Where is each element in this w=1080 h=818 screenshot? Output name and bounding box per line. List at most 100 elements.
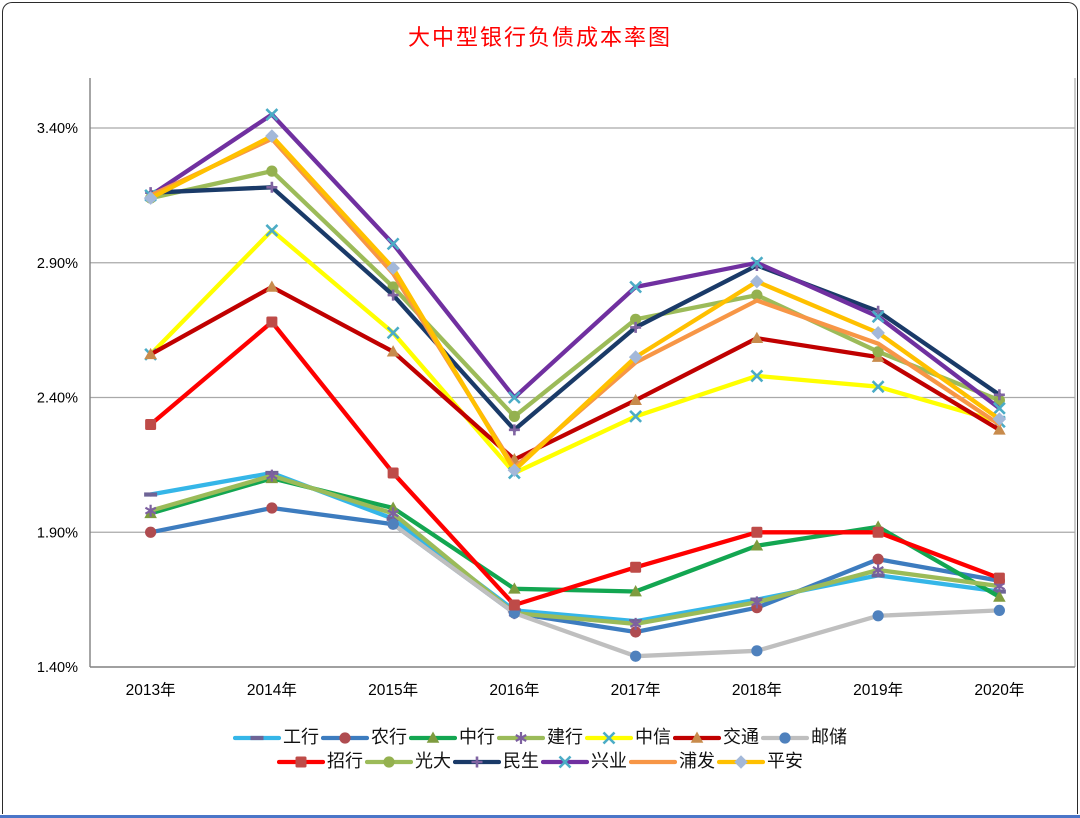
marker-asterisk: [515, 732, 527, 744]
x-tick-label: 2016年: [489, 681, 539, 699]
marker-diamond: [992, 412, 1007, 426]
legend-item-6: 邮储: [761, 728, 847, 748]
bottom-divider-line: [0, 815, 1080, 818]
x-tick-label: 2013年: [126, 681, 176, 699]
legend-swatch: [585, 731, 633, 745]
x-tick-label: 2014年: [247, 681, 297, 699]
marker-triangle: [993, 590, 1006, 602]
marker-triangle: [690, 731, 704, 743]
series-11: [148, 136, 1002, 470]
marker-square: [295, 756, 307, 768]
series-6: [387, 518, 1005, 662]
marker-circle: [630, 626, 642, 638]
legend-item-5: 交通: [673, 728, 759, 748]
marker-square: [145, 418, 157, 430]
series-line: [148, 136, 1002, 470]
marker-diamond: [871, 326, 885, 340]
marker-square: [630, 561, 642, 573]
series-line: [148, 473, 1002, 627]
legend-label: 浦发: [679, 751, 715, 772]
series-line: [148, 319, 1002, 608]
marker-x: [602, 731, 616, 745]
marker-circle: [872, 610, 884, 622]
marker-circle: [508, 410, 520, 422]
marker-x: [386, 237, 400, 251]
marker-x: [629, 409, 643, 423]
legend-swatch: [673, 731, 721, 743]
marker-diamond: [143, 191, 158, 205]
legend-item-3: 建行: [497, 728, 583, 748]
legend-label: 工行: [283, 727, 319, 748]
marker-diamond: [734, 755, 748, 769]
marker-circle: [779, 732, 791, 744]
x-tick-label: 2018年: [732, 681, 782, 699]
y-tick-label: 2.90%: [37, 256, 78, 272]
marker-x: [558, 755, 572, 769]
marker-x: [871, 380, 885, 394]
x-tick-label: 2015年: [368, 681, 418, 699]
legend-item-8: 光大: [365, 752, 451, 772]
marker-diamond: [628, 350, 643, 364]
series-line: [148, 228, 1002, 476]
legend-row-2: 招行 光大 民生 兴业 浦发 平安: [276, 752, 804, 772]
legend-label: 兴业: [591, 751, 627, 772]
series-line: [148, 168, 1002, 419]
marker-square: [751, 526, 763, 538]
marker-triangle: [750, 539, 764, 551]
marker-triangle: [144, 347, 157, 360]
marker-circle: [145, 526, 157, 538]
marker-x: [386, 326, 400, 340]
marker-x: [507, 391, 521, 404]
legend-label: 交通: [723, 727, 759, 748]
series-line: [148, 133, 1002, 473]
series-line: [148, 284, 1002, 462]
series-line: [390, 522, 1002, 659]
marker-asterisk: [751, 596, 763, 609]
chart-title: 大中型银行负债成本率图: [407, 26, 672, 51]
marker-diamond: [750, 274, 764, 289]
marker-triangle: [386, 501, 400, 513]
marker-diamond: [386, 261, 400, 275]
series-0: [144, 470, 1006, 624]
marker-circle: [630, 650, 642, 662]
series-10: [144, 108, 1006, 415]
legend-label: 光大: [415, 751, 451, 772]
marker-x: [992, 401, 1006, 415]
y-tick-label: 1.40%: [37, 660, 78, 676]
legend-label: 中信: [635, 727, 671, 748]
legend-swatch: [277, 756, 325, 768]
marker-circle: [993, 604, 1005, 617]
legend-row-1: 工行 农行 中行 建行 中信 交通 邮储: [232, 728, 848, 748]
marker-dash: [144, 492, 158, 497]
marker-plus: [993, 389, 1005, 401]
chart-legend: 工行 农行 中行 建行 中信 交通 邮储 招行 光大 民生 兴业 浦发 平安: [0, 728, 1080, 772]
legend-swatch: [365, 756, 413, 768]
legend-label: 农行: [371, 727, 407, 748]
marker-x: [750, 369, 764, 383]
series-5: [144, 280, 1006, 465]
legend-label: 中行: [459, 727, 495, 748]
y-tick-label: 3.40%: [37, 121, 78, 137]
marker-circle: [751, 289, 763, 301]
marker-triangle: [750, 331, 764, 344]
marker-asterisk: [266, 469, 278, 482]
marker-circle: [872, 346, 884, 358]
legend-item-1: 农行: [321, 728, 407, 748]
marker-plus: [508, 424, 520, 436]
y-tick-label: 2.40%: [37, 391, 78, 407]
legend-swatch: [409, 731, 457, 743]
marker-circle: [339, 732, 351, 744]
marker-asterisk: [387, 507, 399, 520]
marker-x: [629, 280, 643, 294]
y-tick-label: 1.90%: [37, 525, 78, 541]
marker-square: [387, 467, 399, 479]
marker-triangle: [629, 393, 642, 405]
legend-item-2: 中行: [409, 728, 495, 748]
legend-swatch: [629, 759, 677, 765]
series-line: [148, 185, 1002, 432]
legend-label: 招行: [327, 751, 363, 772]
legend-item-10: 兴业: [541, 752, 627, 772]
legend-swatch: [717, 755, 765, 769]
legend-label: 建行: [547, 727, 583, 748]
legend-label: 平安: [767, 751, 803, 772]
